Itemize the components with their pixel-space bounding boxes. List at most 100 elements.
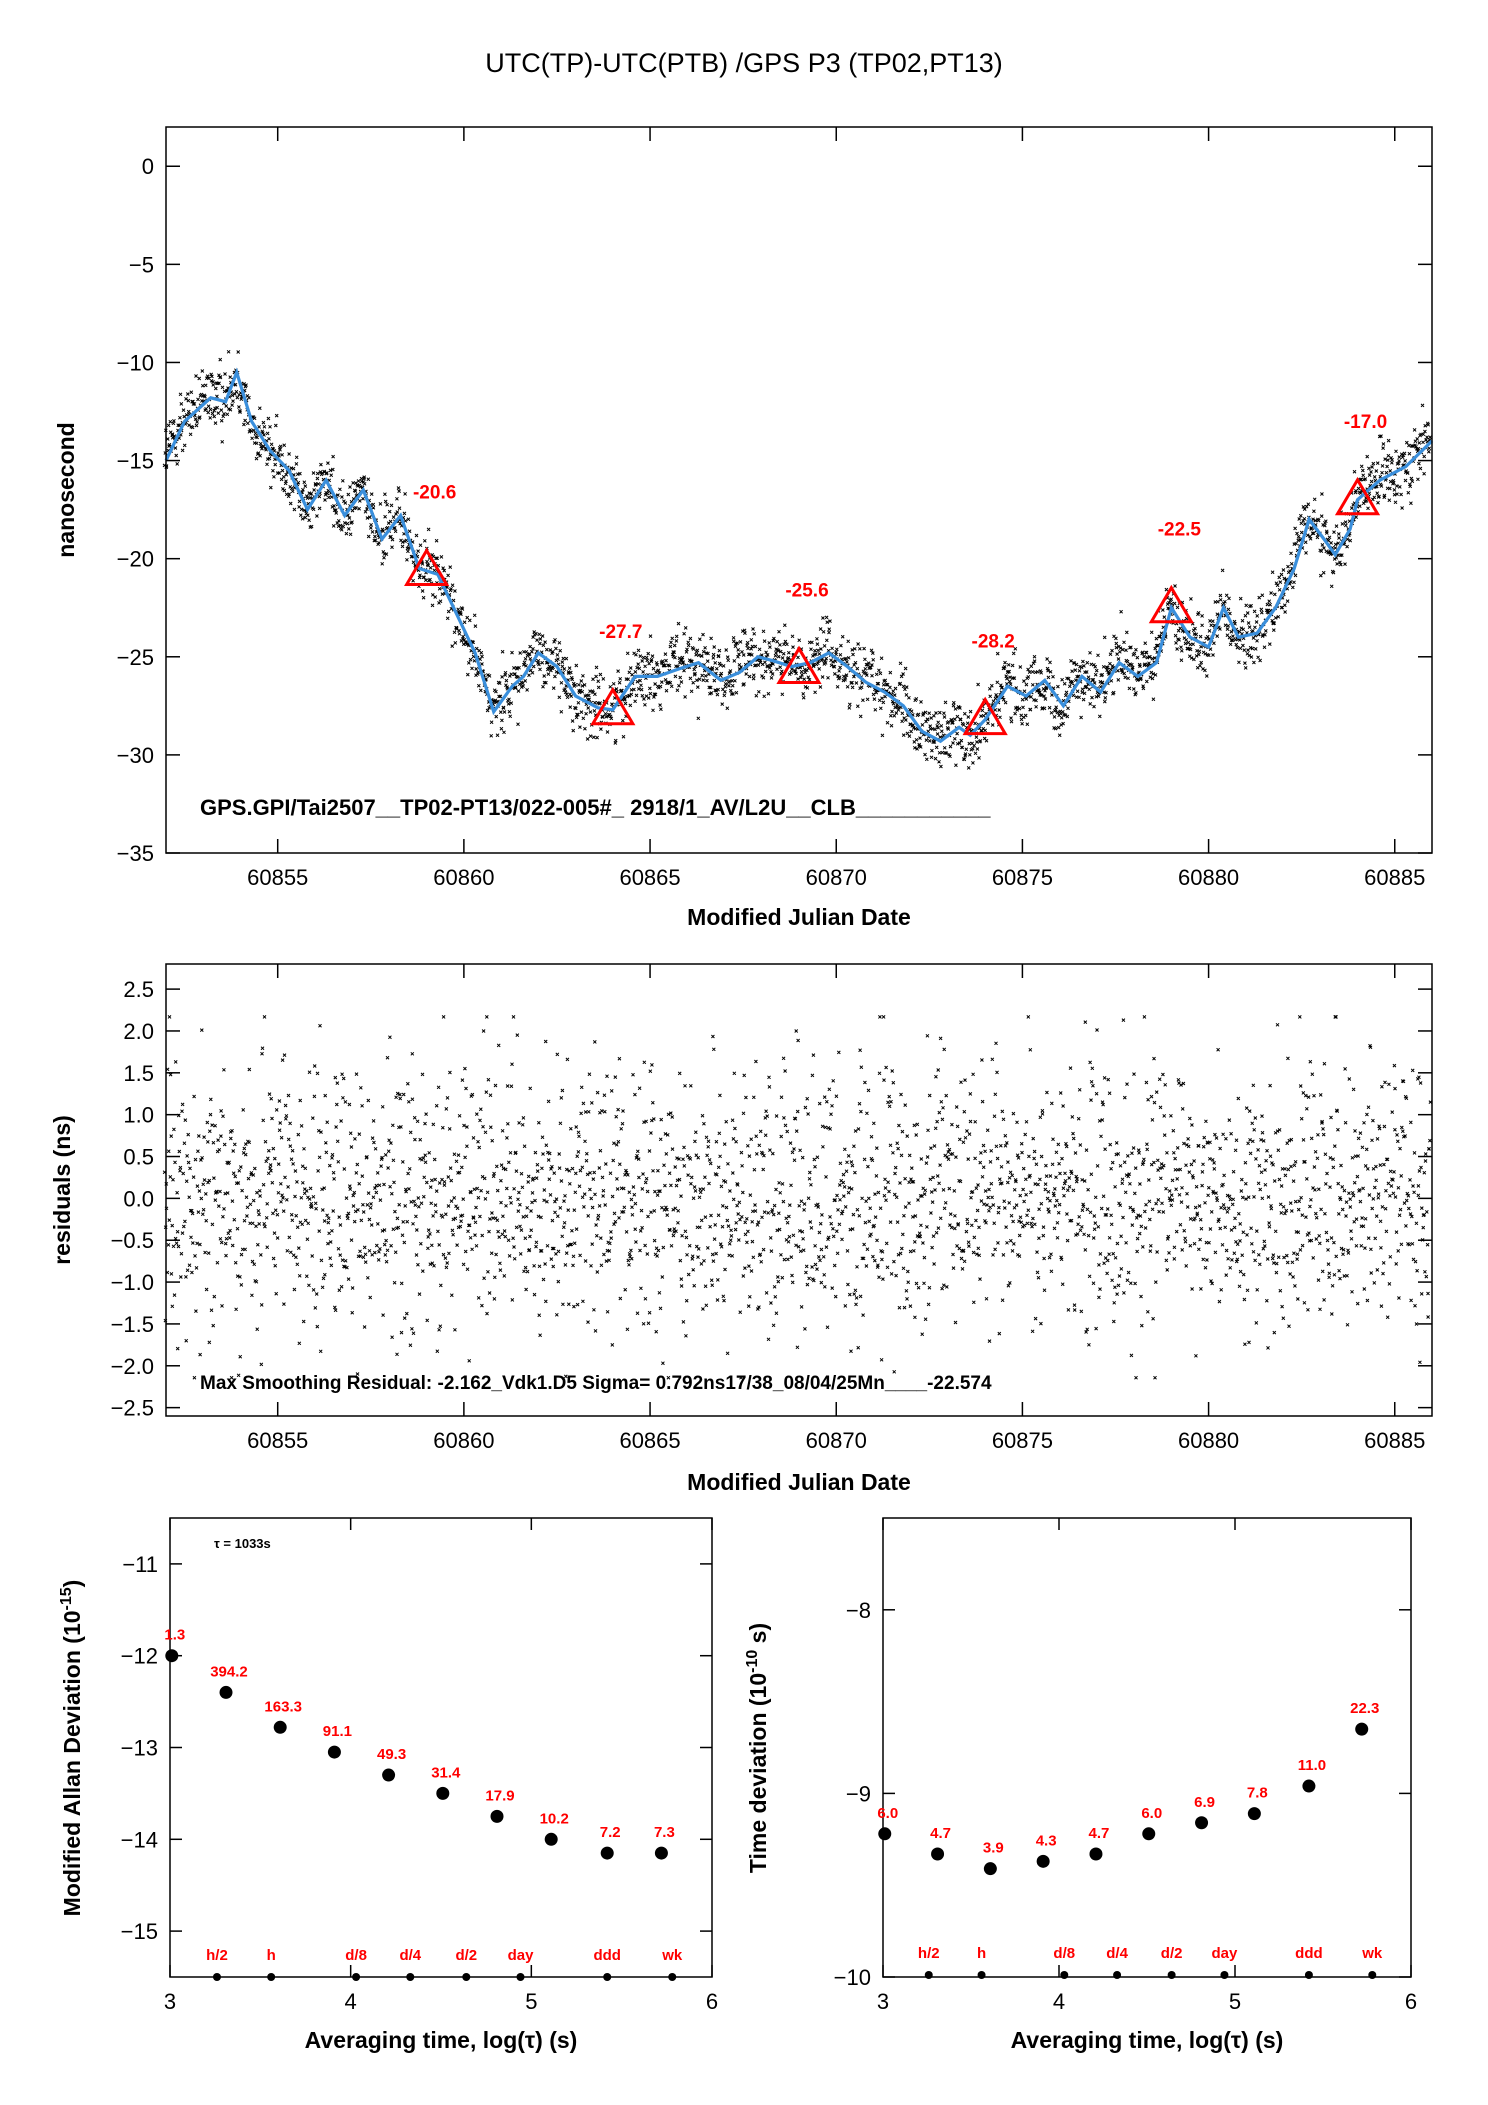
residual-point: [478, 1214, 482, 1219]
timeseries-point: [278, 447, 282, 452]
timeseries-point: [445, 585, 449, 589]
residual-point: [891, 1080, 896, 1085]
residual-point: [1145, 1147, 1150, 1152]
timeseries-point: [234, 389, 239, 394]
residual-point: [678, 1258, 683, 1263]
residual-point: [1065, 1238, 1070, 1243]
residual-point: [878, 1206, 883, 1211]
residual-point: [883, 1177, 887, 1182]
residual-point: [1146, 1097, 1150, 1102]
residual-point: [774, 1187, 778, 1192]
timeseries-point: [738, 640, 743, 644]
residual-point: [750, 1239, 755, 1244]
timeseries-point: [1403, 459, 1407, 463]
timeseries-point: [677, 660, 682, 665]
timeseries-point: [743, 631, 747, 635]
residual-point: [1218, 1146, 1222, 1151]
residual-point: [919, 1223, 923, 1228]
residual-point: [711, 1034, 715, 1039]
residual-point: [807, 1176, 812, 1181]
residual-point: [768, 1236, 773, 1240]
timeseries-point: [1349, 506, 1354, 510]
residual-point: [330, 1156, 334, 1160]
residual-point: [180, 1109, 184, 1114]
residual-point: [779, 1252, 783, 1257]
residual-point: [842, 1147, 847, 1152]
residual-point: [1276, 1255, 1281, 1260]
timeseries-point: [1088, 650, 1092, 655]
timeseries-point: [626, 677, 630, 682]
timeseries-point: [503, 670, 508, 675]
residual-point: [1119, 1267, 1124, 1271]
timeseries-point: [500, 649, 505, 654]
residual-point: [371, 1119, 376, 1123]
timeseries-point: [948, 744, 953, 749]
residual-point: [421, 1156, 426, 1160]
residual-point: [221, 1214, 225, 1219]
residual-point: [1257, 1262, 1262, 1267]
timeseries-point: [863, 666, 868, 671]
residual-point: [557, 1152, 562, 1156]
residual-point: [1271, 1253, 1276, 1257]
timeseries-point: [416, 549, 420, 553]
residual-point: [1022, 1223, 1027, 1228]
residual-point: [593, 1192, 597, 1197]
residual-point: [799, 1305, 804, 1309]
residual-point: [176, 1244, 181, 1249]
timeseries-point: [315, 471, 320, 476]
timeseries-point: [336, 518, 341, 523]
timeseries-point: [831, 660, 835, 664]
residual-point: [990, 1057, 995, 1062]
residual-point: [297, 1273, 302, 1278]
residual-point: [246, 1176, 251, 1181]
residual-point: [1139, 1224, 1144, 1229]
timeseries-point: [964, 747, 969, 752]
residual-point: [429, 1201, 434, 1206]
residual-point: [893, 1165, 898, 1170]
timeseries-point: [751, 676, 756, 681]
residual-point: [1200, 1170, 1205, 1174]
residual-point: [836, 1050, 841, 1055]
residual-point: [1221, 1203, 1226, 1207]
residual-point: [1178, 1167, 1183, 1172]
timeseries-point: [537, 662, 541, 667]
residual-point: [865, 1247, 870, 1252]
residual-point: [538, 1333, 542, 1338]
residual-point: [1012, 1187, 1017, 1192]
residual-point: [648, 1069, 653, 1074]
residual-point: [951, 1266, 956, 1270]
residual-point: [1138, 1182, 1142, 1186]
residual-point: [804, 1264, 809, 1269]
residual-point: [1262, 1239, 1267, 1244]
timeseries-point: [1199, 660, 1204, 665]
residual-point: [602, 1093, 607, 1098]
residual-point: [852, 1292, 857, 1296]
residual-point: [1122, 1095, 1127, 1100]
timeseries-point: [583, 726, 587, 731]
timeseries-point: [847, 702, 852, 707]
residual-point: [338, 1223, 343, 1227]
timeseries-point: [805, 686, 810, 690]
residual-point: [233, 1174, 238, 1179]
timeseries-point: [434, 556, 438, 561]
residual-point: [629, 1248, 633, 1253]
residual-point: [525, 1269, 530, 1274]
timeseries-point: [1057, 733, 1062, 738]
residual-point: [1094, 1091, 1099, 1096]
timeseries-point: [554, 646, 558, 651]
residual-point: [1128, 1281, 1133, 1286]
timeseries-point: [592, 700, 597, 705]
residual-point: [1115, 1292, 1119, 1296]
residual-point: [597, 1204, 602, 1208]
timeseries-point: [1352, 469, 1357, 474]
timeseries-point: [724, 648, 729, 652]
residual-point: [172, 1127, 176, 1132]
residual-point: [437, 1327, 441, 1332]
residual-point: [1238, 1269, 1243, 1274]
residual-point: [505, 1121, 510, 1126]
residual-point: [1224, 1273, 1229, 1277]
timeseries-point: [230, 393, 235, 398]
timeseries-point: [644, 655, 649, 660]
residual-point: [292, 1287, 297, 1292]
residual-point: [1287, 1324, 1291, 1329]
